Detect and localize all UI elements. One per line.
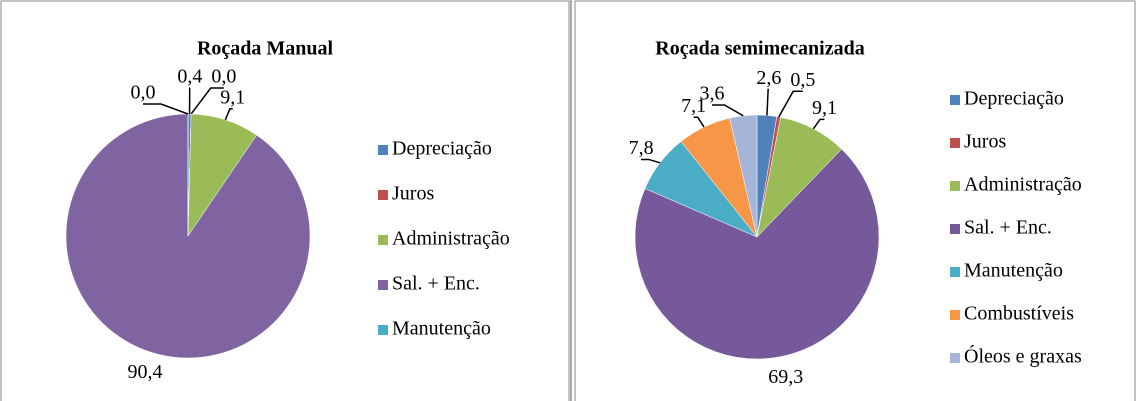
data-label: 0,0	[131, 82, 156, 104]
data-label: 7,1	[681, 95, 706, 117]
legend-label: Juros	[964, 131, 1006, 153]
legend-label: Sal. + Enc.	[392, 273, 480, 295]
legend-swatch	[378, 190, 388, 200]
leader-line	[766, 88, 769, 116]
legend-label: Depreciação	[392, 138, 492, 160]
legend-label: Depreciação	[964, 88, 1064, 110]
data-label: 7,8	[629, 137, 654, 159]
legend-swatch	[950, 138, 960, 148]
data-label: 3,6	[700, 83, 725, 105]
legend-label: Combustíveis	[964, 303, 1074, 325]
leader-line	[143, 103, 189, 115]
data-label: 9,1	[220, 87, 245, 109]
chart-title: Roçada semimecanizada	[655, 38, 864, 60]
data-label: 90,4	[128, 361, 163, 383]
legend-label: Administração	[964, 174, 1082, 196]
leader-line	[641, 158, 661, 164]
legend-swatch	[950, 95, 960, 105]
legend-label: Manutenção	[392, 318, 491, 340]
legend-swatch	[378, 325, 388, 335]
leader-line	[778, 90, 803, 118]
leader-line	[812, 118, 825, 130]
legend-label: Administração	[392, 228, 510, 250]
leader-line	[712, 104, 744, 117]
pie-slice	[634, 148, 880, 360]
legend-swatch	[950, 310, 960, 320]
legend-swatch	[378, 280, 388, 290]
legend-swatch	[950, 224, 960, 234]
legend-swatch	[950, 353, 960, 363]
legend-swatch	[378, 235, 388, 245]
leader-line	[190, 87, 224, 115]
legend-swatch	[950, 181, 960, 191]
chart-title: Roçada Manual	[197, 38, 334, 60]
legend-label: Manutenção	[964, 260, 1063, 282]
legend-label: Juros	[392, 183, 434, 205]
data-label: 0,4	[177, 66, 202, 88]
data-label: 0,0	[211, 66, 236, 88]
data-label: 9,1	[812, 97, 837, 119]
pie-slice	[729, 114, 758, 238]
legend-swatch	[378, 145, 388, 155]
data-label: 69,3	[768, 366, 803, 388]
leader-line	[693, 116, 705, 128]
leader-line	[224, 108, 233, 121]
legend-swatch	[950, 267, 960, 277]
legend-label: Sal. + Enc.	[964, 217, 1052, 239]
data-label: 0,5	[790, 69, 815, 91]
legend-label: Óleos e graxas	[964, 344, 1082, 368]
panel-border	[574, 0, 1136, 401]
panel-border	[0, 0, 570, 401]
data-label: 2,6	[756, 67, 781, 89]
